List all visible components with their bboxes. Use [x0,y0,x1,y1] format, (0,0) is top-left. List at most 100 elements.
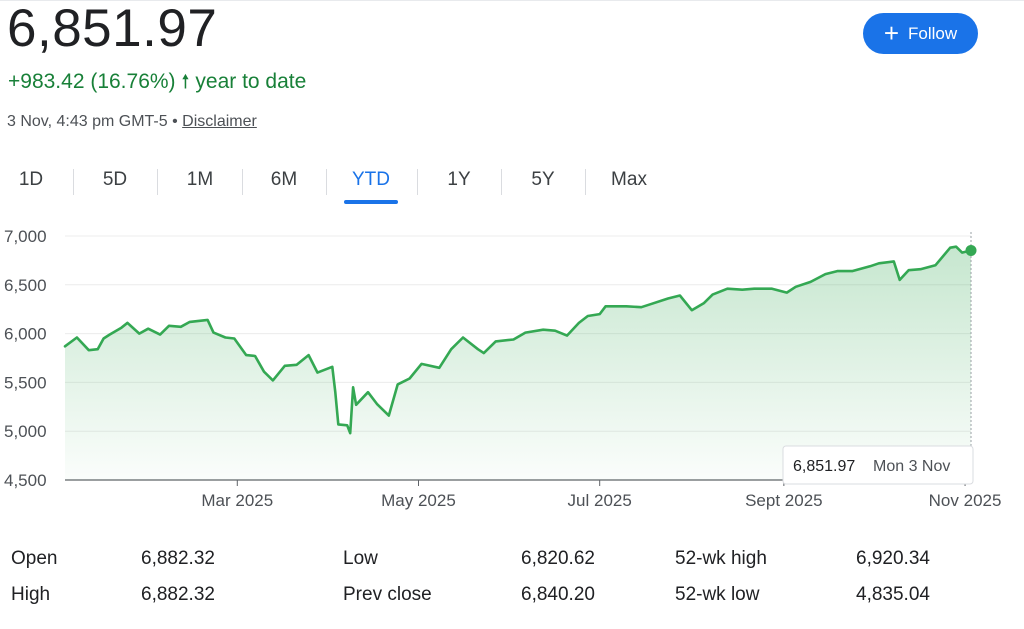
data-point [108,333,110,335]
tab-divider [585,169,586,195]
data-point [388,414,390,416]
follow-label: Follow [908,23,958,43]
tab-1y[interactable]: 1Y [447,169,471,190]
range-tabs: 1D 5D 1M 6M YTD 1Y 5Y Max [0,160,680,204]
arrow-up-icon: 🠕 [181,72,190,93]
data-point [691,309,693,311]
data-point [711,293,713,295]
stat-value-open: 6,882.32 [141,548,215,569]
data-point [578,322,580,324]
quote-timestamp: 3 Nov, 4:43 pm GMT-5 • [7,113,178,130]
data-point [64,345,66,347]
data-point [189,321,191,323]
data-point [420,363,422,365]
data-point [771,288,773,290]
y-tick-label: 5,500 [4,373,47,392]
stat-label-prev-close: Prev close [343,584,432,605]
data-point [180,326,182,328]
top-divider [0,0,1024,1]
data-point [346,424,348,426]
data-point [955,246,957,248]
data-point [934,264,936,266]
data-point [126,322,128,324]
price-value: 6,851.97 [7,0,218,58]
data-point [376,403,378,405]
follow-button[interactable]: + Follow [863,13,978,54]
stat-label-low: Low [343,548,378,569]
data-point [753,288,755,290]
data-point [263,370,265,372]
tab-5y[interactable]: 5Y [531,169,555,190]
price-change: +983.42 (16.76%) 🠕 year to date [8,68,306,97]
data-point [295,364,297,366]
tab-5d[interactable]: 5D [102,169,128,190]
data-point [795,286,797,288]
tab-1d[interactable]: 1D [18,169,44,190]
change-amount: +983.42 (16.76%) [8,70,176,93]
tab-divider [501,169,502,195]
data-point [483,352,485,354]
data-point [851,270,853,272]
tab-1m[interactable]: 1M [186,169,214,190]
y-tick-label: 6,500 [4,276,47,295]
data-point [625,305,627,307]
data-point [949,247,951,249]
data-point [96,348,98,350]
data-point [919,268,921,270]
data-point [212,331,214,333]
data-point [598,313,600,315]
data-point [352,386,354,388]
plus-icon: + [883,17,900,48]
stat-label-52wk-low: 52-wk low [675,584,760,605]
price-chart[interactable]: 7,000 6,500 6,000 5,500 5,000 4,500 Mar 2025 M… [0,210,1024,520]
data-point [168,325,170,327]
data-point [702,302,704,304]
disclaimer-link[interactable]: Disclaimer [182,113,257,130]
data-point [679,294,681,296]
data-point [102,337,104,339]
tab-6m[interactable]: 6M [270,169,298,190]
data-point [649,303,651,305]
data-point [495,340,497,342]
data-point [554,329,556,331]
tooltip-date: Mon 3 Nov [873,458,950,475]
chart-tooltip: 6,851.97 Mon 3 Nov [782,445,974,485]
data-point [224,336,226,338]
tooltip-value: 6,851.97 [793,458,855,475]
data-point [462,336,464,338]
tab-max[interactable]: Max [611,169,647,190]
last-price-marker [965,244,977,256]
data-point [367,391,369,393]
tab-ytd[interactable]: YTD [344,160,398,204]
data-point [284,365,286,367]
data-point [355,404,357,406]
data-point [76,336,78,338]
data-point [88,349,90,351]
tab-divider [242,169,243,195]
data-point [254,355,256,357]
price-line [63,245,973,435]
y-tick-label: 5,000 [4,422,47,441]
data-point [138,332,140,334]
data-point [566,334,568,336]
data-point [245,354,247,356]
tooltip-box [782,445,974,485]
price-area [65,246,971,480]
data-point [836,270,838,272]
data-point [899,279,901,281]
data-point [233,337,235,339]
y-tick-label: 7,000 [4,227,47,246]
data-point [477,348,479,350]
data-point [147,328,149,330]
data-point [408,377,410,379]
data-point [587,315,589,317]
tab-divider [417,169,418,195]
stat-value-52wk-high: 6,920.34 [856,548,930,569]
quote-meta: 3 Nov, 4:43 pm GMT-5 • Disclaimer [7,111,257,133]
data-point [824,273,826,275]
stat-value-52wk-low: 4,835.04 [856,584,930,605]
x-tick-label: Nov 2025 [929,491,1002,510]
data-point [272,379,274,381]
data-point [307,354,309,356]
tab-divider [326,169,327,195]
